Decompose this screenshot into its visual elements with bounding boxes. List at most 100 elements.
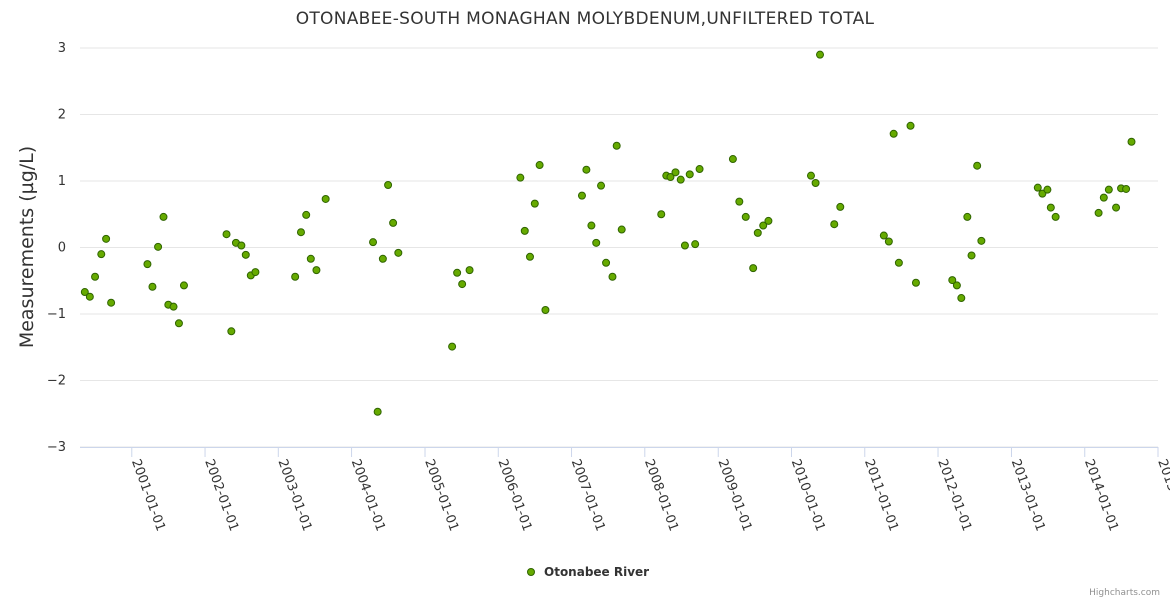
data-point[interactable] bbox=[894, 258, 903, 267]
data-point[interactable] bbox=[906, 121, 915, 130]
data-point[interactable] bbox=[608, 272, 617, 281]
data-point[interactable] bbox=[453, 268, 462, 277]
data-point[interactable] bbox=[97, 250, 106, 259]
data-point[interactable] bbox=[759, 221, 768, 230]
data-point[interactable] bbox=[816, 50, 825, 59]
data-point[interactable] bbox=[148, 282, 157, 291]
data-point[interactable] bbox=[879, 231, 888, 240]
legend-label[interactable]: Otonabee River bbox=[544, 565, 649, 579]
data-point[interactable] bbox=[695, 165, 704, 174]
data-point[interactable] bbox=[764, 216, 773, 225]
data-point[interactable] bbox=[671, 168, 680, 177]
data-point[interactable] bbox=[448, 342, 457, 351]
data-point[interactable] bbox=[884, 237, 893, 246]
data-point[interactable] bbox=[676, 175, 685, 184]
data-point[interactable] bbox=[963, 212, 972, 221]
data-point[interactable] bbox=[241, 250, 250, 259]
data-point[interactable] bbox=[1043, 185, 1052, 194]
data-point[interactable] bbox=[312, 266, 321, 275]
y-axis-label: Measurements (µg/L) bbox=[16, 146, 38, 348]
data-point[interactable] bbox=[458, 280, 467, 289]
data-point[interactable] bbox=[174, 319, 183, 328]
data-point[interactable] bbox=[735, 197, 744, 206]
data-point[interactable] bbox=[91, 272, 100, 281]
data-point[interactable] bbox=[465, 266, 474, 275]
data-point[interactable] bbox=[617, 225, 626, 234]
data-point[interactable] bbox=[378, 254, 387, 263]
data-point[interactable] bbox=[154, 242, 163, 251]
data-point[interactable] bbox=[159, 212, 168, 221]
data-point[interactable] bbox=[169, 302, 178, 311]
data-point[interactable] bbox=[237, 241, 246, 250]
data-point[interactable] bbox=[1094, 208, 1103, 217]
data-point[interactable] bbox=[680, 241, 689, 250]
data-point[interactable] bbox=[728, 155, 737, 164]
data-point[interactable] bbox=[369, 238, 378, 247]
data-point[interactable] bbox=[582, 165, 591, 174]
data-point[interactable] bbox=[80, 288, 89, 297]
data-point[interactable] bbox=[535, 161, 544, 170]
data-point[interactable] bbox=[657, 210, 666, 219]
data-point[interactable] bbox=[753, 228, 762, 237]
data-point[interactable] bbox=[1099, 193, 1108, 202]
data-point[interactable] bbox=[911, 278, 920, 287]
data-point[interactable] bbox=[321, 194, 330, 203]
data-point[interactable] bbox=[749, 264, 758, 273]
data-point[interactable] bbox=[516, 173, 525, 182]
data-point[interactable] bbox=[948, 276, 957, 285]
data-point[interactable] bbox=[251, 268, 260, 277]
legend[interactable]: Otonabee River bbox=[527, 565, 650, 579]
data-point[interactable] bbox=[592, 238, 601, 247]
data-point[interactable] bbox=[685, 170, 694, 179]
data-point[interactable] bbox=[1033, 183, 1042, 192]
data-point[interactable] bbox=[1127, 137, 1136, 146]
data-point[interactable] bbox=[384, 180, 393, 189]
data-point[interactable] bbox=[306, 254, 315, 263]
data-point[interactable] bbox=[1104, 185, 1113, 194]
data-point[interactable] bbox=[577, 191, 586, 200]
data-point[interactable] bbox=[1122, 184, 1131, 193]
data-point[interactable] bbox=[227, 327, 236, 336]
data-point[interactable] bbox=[179, 281, 188, 290]
data-point[interactable] bbox=[394, 248, 403, 257]
data-point[interactable] bbox=[1051, 212, 1060, 221]
data-point[interactable] bbox=[691, 240, 700, 249]
data-point[interactable] bbox=[520, 226, 529, 235]
data-point[interactable] bbox=[587, 221, 596, 230]
data-point[interactable] bbox=[957, 294, 966, 303]
data-point[interactable] bbox=[389, 218, 398, 227]
y-tick-label: 1 bbox=[58, 174, 66, 189]
data-point[interactable] bbox=[222, 230, 231, 239]
data-point[interactable] bbox=[85, 292, 94, 301]
data-point[interactable] bbox=[806, 171, 815, 180]
data-point[interactable] bbox=[291, 272, 300, 281]
data-point[interactable] bbox=[602, 258, 611, 267]
data-point[interactable] bbox=[830, 220, 839, 229]
data-point[interactable] bbox=[525, 252, 534, 261]
data-point[interactable] bbox=[741, 212, 750, 221]
series-otonabee-river[interactable] bbox=[80, 50, 1136, 416]
data-point[interactable] bbox=[612, 141, 621, 150]
y-tick-label: −1 bbox=[47, 307, 66, 322]
data-point[interactable] bbox=[977, 236, 986, 245]
credits[interactable]: Highcharts.com bbox=[1089, 588, 1160, 598]
data-point[interactable] bbox=[811, 178, 820, 187]
data-point[interactable] bbox=[973, 161, 982, 170]
data-point[interactable] bbox=[836, 202, 845, 211]
data-point[interactable] bbox=[302, 210, 311, 219]
data-point[interactable] bbox=[373, 407, 382, 416]
data-point[interactable] bbox=[107, 298, 116, 307]
data-point[interactable] bbox=[541, 306, 550, 315]
data-point[interactable] bbox=[967, 251, 976, 260]
data-point[interactable] bbox=[597, 181, 606, 190]
data-point[interactable] bbox=[889, 129, 898, 138]
data-point[interactable] bbox=[1112, 203, 1121, 212]
data-point[interactable] bbox=[666, 173, 675, 182]
data-point[interactable] bbox=[102, 234, 111, 243]
data-point[interactable] bbox=[952, 281, 961, 290]
data-point[interactable] bbox=[296, 228, 305, 237]
data-point[interactable] bbox=[530, 199, 539, 208]
data-point[interactable] bbox=[1046, 203, 1055, 212]
data-point[interactable] bbox=[143, 260, 152, 269]
